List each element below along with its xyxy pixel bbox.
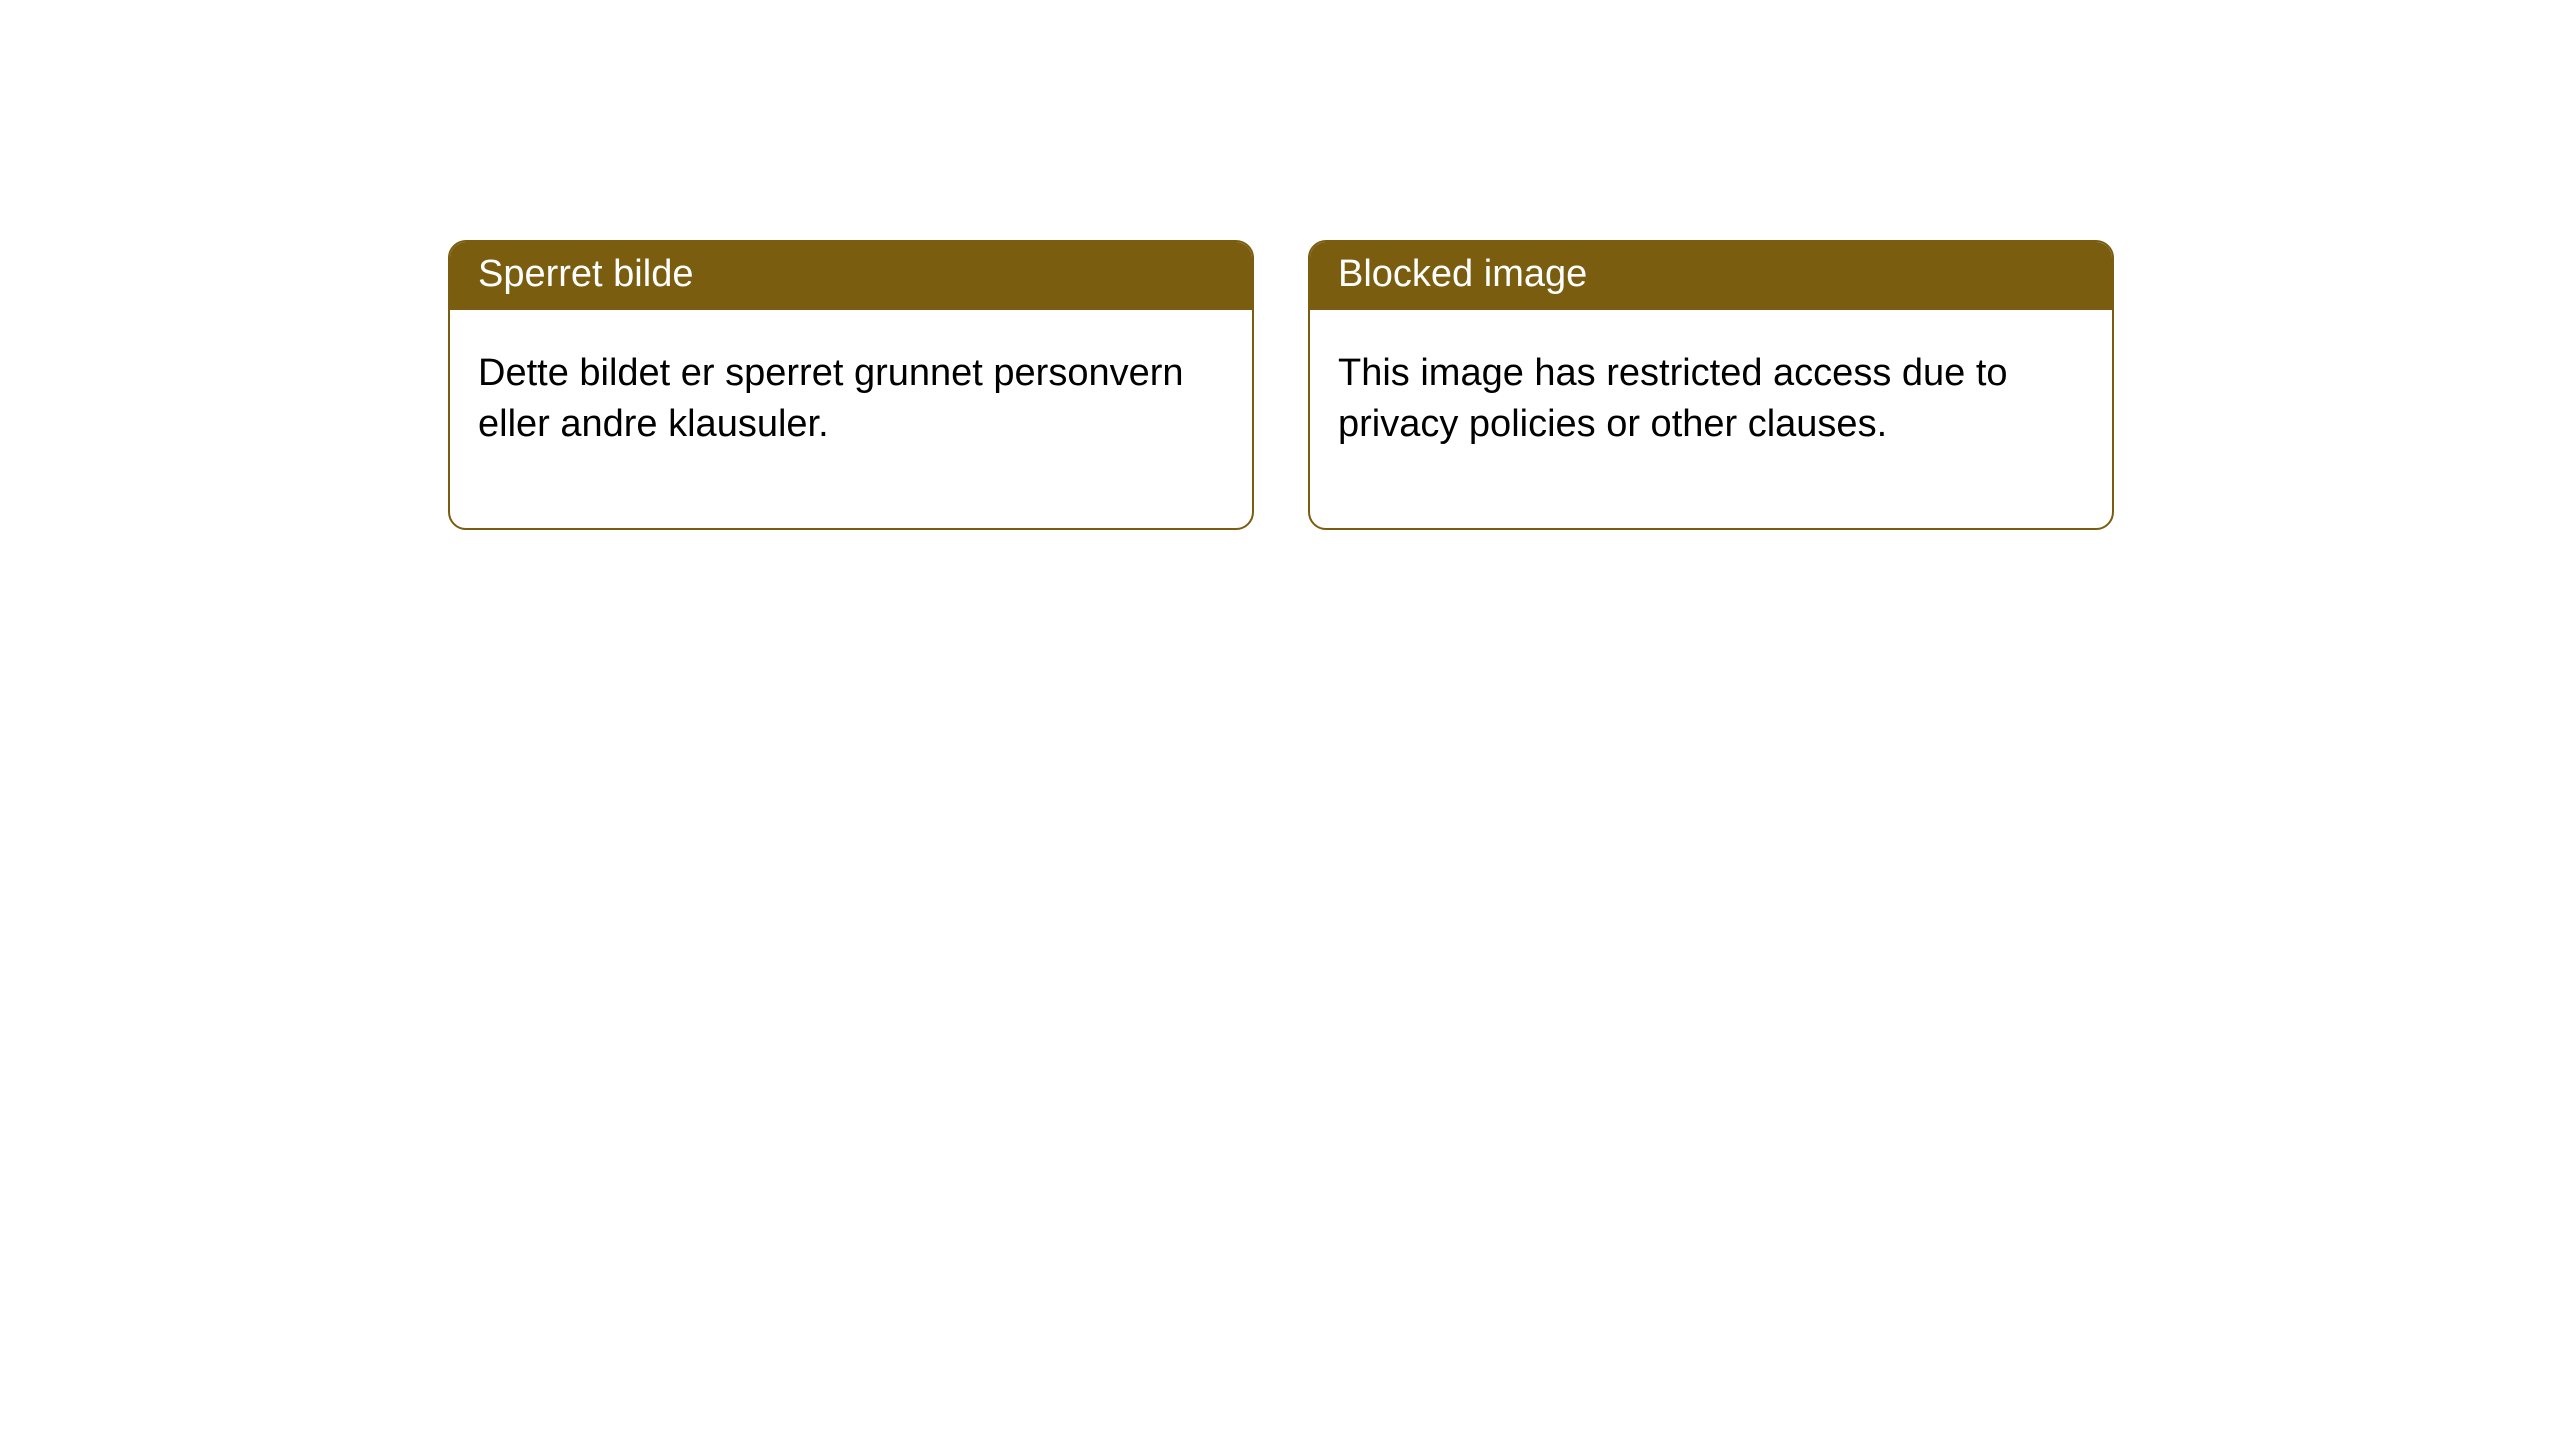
notice-title: Sperret bilde	[450, 242, 1252, 310]
notice-container: Sperret bilde Dette bildet er sperret gr…	[448, 240, 2114, 530]
notice-card-norwegian: Sperret bilde Dette bildet er sperret gr…	[448, 240, 1254, 530]
notice-title: Blocked image	[1310, 242, 2112, 310]
notice-body-text: This image has restricted access due to …	[1310, 310, 2112, 529]
notice-card-english: Blocked image This image has restricted …	[1308, 240, 2114, 530]
notice-body-text: Dette bildet er sperret grunnet personve…	[450, 310, 1252, 529]
